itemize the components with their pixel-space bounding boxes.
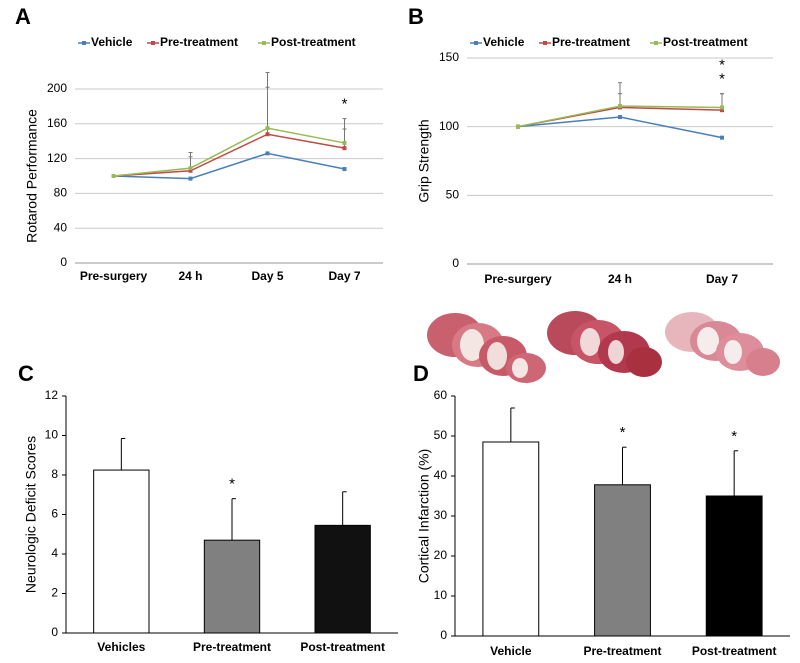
y-tick-label: 0 [440, 628, 447, 642]
bar [594, 484, 651, 637]
bar [314, 524, 371, 634]
y-axis-label: Cortical Infarction (%) [416, 449, 432, 584]
series-line [113, 127, 345, 177]
y-tick-label: 4 [51, 546, 58, 560]
panel-label: B [408, 4, 424, 29]
significance-mark: * [719, 71, 725, 88]
panel: B Grip Strength 0 50 100 150 Pre-surgery 24 h Da… [408, 4, 773, 286]
panel: A Rotarod Performance 0 40 80 120 160 200 Pre-su… [15, 4, 383, 283]
point [265, 132, 270, 137]
point [265, 151, 270, 156]
x-tick-label: Day 5 [251, 269, 283, 283]
bar [203, 539, 261, 634]
y-tick-label: 60 [434, 388, 448, 402]
bar [93, 469, 150, 634]
panel: C Neurologic Deficit Scores 0 2 4 6 8 10 12 Vehic… [18, 361, 398, 654]
y-tick-label: 120 [47, 151, 67, 165]
x-tick-label: Pre-surgery [484, 272, 552, 286]
point [720, 105, 724, 110]
x-tick-label: Day 7 [706, 272, 738, 286]
y-axis-label: Grip Strength [416, 119, 432, 202]
x-tick-label: Pre-treatment [193, 640, 271, 654]
legend-marker [654, 41, 658, 45]
y-tick-label: 30 [434, 508, 448, 522]
point [720, 108, 724, 113]
y-tick-label: 10 [434, 588, 448, 602]
y-tick-label: 200 [47, 81, 67, 95]
y-tick-label: 40 [54, 220, 68, 234]
point [111, 174, 116, 178]
point [265, 126, 270, 131]
brain-slices [427, 311, 780, 383]
significance-mark: * [342, 96, 348, 113]
point [342, 167, 347, 172]
panel-label: D [413, 361, 429, 386]
point [188, 166, 193, 171]
x-tick-label: Pre-treatment [583, 644, 661, 658]
x-tick-label: 24 h [178, 269, 202, 283]
x-tick-label: 24 h [608, 272, 632, 286]
point [188, 176, 193, 181]
panel: D Cortical Infarction (%) 0 10 20 30 40 50 60 Veh… [413, 361, 790, 658]
x-tick-label: Day 7 [328, 269, 360, 283]
point [618, 115, 622, 120]
point [342, 140, 347, 145]
significance-mark: * [229, 476, 235, 493]
y-tick-label: 8 [51, 467, 58, 481]
point [720, 135, 724, 140]
significance-mark: * [620, 424, 626, 441]
y-tick-label: 12 [45, 388, 59, 402]
legend-label: Post-treatment [663, 35, 748, 49]
y-axis-label: Neurologic Deficit Scores [23, 436, 39, 593]
point [342, 146, 347, 151]
y-tick-label: 150 [439, 50, 459, 64]
legend-marker [262, 41, 266, 45]
y-tick-label: 10 [45, 428, 59, 442]
y-tick-label: 0 [60, 255, 67, 269]
brain-slice-group [665, 312, 780, 376]
y-tick-label: 2 [51, 586, 58, 600]
y-tick-label: 0 [452, 256, 459, 270]
x-tick-label: Post-treatment [692, 644, 777, 658]
legend-label: Vehicle [91, 35, 133, 49]
legend-label: Post-treatment [271, 35, 356, 49]
legend-label: Pre-treatment [160, 35, 238, 49]
y-tick-label: 50 [446, 188, 460, 202]
series-line [113, 133, 345, 177]
series-line [113, 152, 345, 180]
bar [482, 441, 540, 637]
y-tick-label: 0 [51, 625, 58, 639]
bar [705, 495, 763, 637]
legend-label: Pre-treatment [552, 35, 630, 49]
y-tick-label: 20 [434, 548, 448, 562]
legend-marker [474, 41, 478, 45]
y-tick-label: 40 [434, 468, 448, 482]
panel-label: C [18, 361, 34, 386]
legend-marker [82, 41, 86, 45]
y-tick-label: 50 [434, 428, 448, 442]
point [618, 104, 622, 109]
legend-label: Vehicle [483, 35, 525, 49]
y-tick-label: 160 [47, 116, 67, 130]
x-tick-label: Vehicles [97, 640, 145, 654]
y-tick-label: 6 [51, 507, 58, 521]
y-tick-label: 80 [54, 186, 68, 200]
point [188, 168, 193, 173]
brain-slice-group [427, 313, 546, 383]
significance-mark: * [719, 57, 725, 74]
y-axis-label: Rotarod Performance [24, 109, 40, 243]
x-tick-label: Pre-surgery [80, 269, 148, 283]
x-tick-label: Post-treatment [300, 640, 385, 654]
panel-label: A [15, 4, 31, 29]
legend-marker [543, 41, 547, 45]
y-tick-label: 100 [439, 119, 459, 133]
brain-slice-group [547, 311, 662, 377]
significance-mark: * [731, 428, 737, 445]
point [516, 124, 520, 129]
x-tick-label: Vehicle [490, 644, 532, 658]
legend-marker [151, 41, 155, 45]
